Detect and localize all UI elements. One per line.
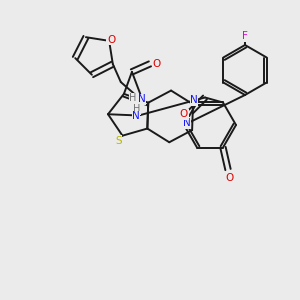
Text: N: N — [190, 95, 198, 106]
Text: O: O — [107, 35, 115, 45]
Text: F: F — [242, 31, 248, 41]
Text: O: O — [153, 59, 161, 69]
Text: N: N — [132, 111, 140, 121]
Text: H: H — [129, 93, 136, 103]
Text: N: N — [138, 94, 146, 104]
Text: O: O — [180, 110, 188, 119]
Text: H: H — [133, 104, 141, 114]
Text: S: S — [115, 136, 122, 146]
Text: O: O — [225, 172, 233, 182]
Text: N: N — [183, 118, 191, 128]
